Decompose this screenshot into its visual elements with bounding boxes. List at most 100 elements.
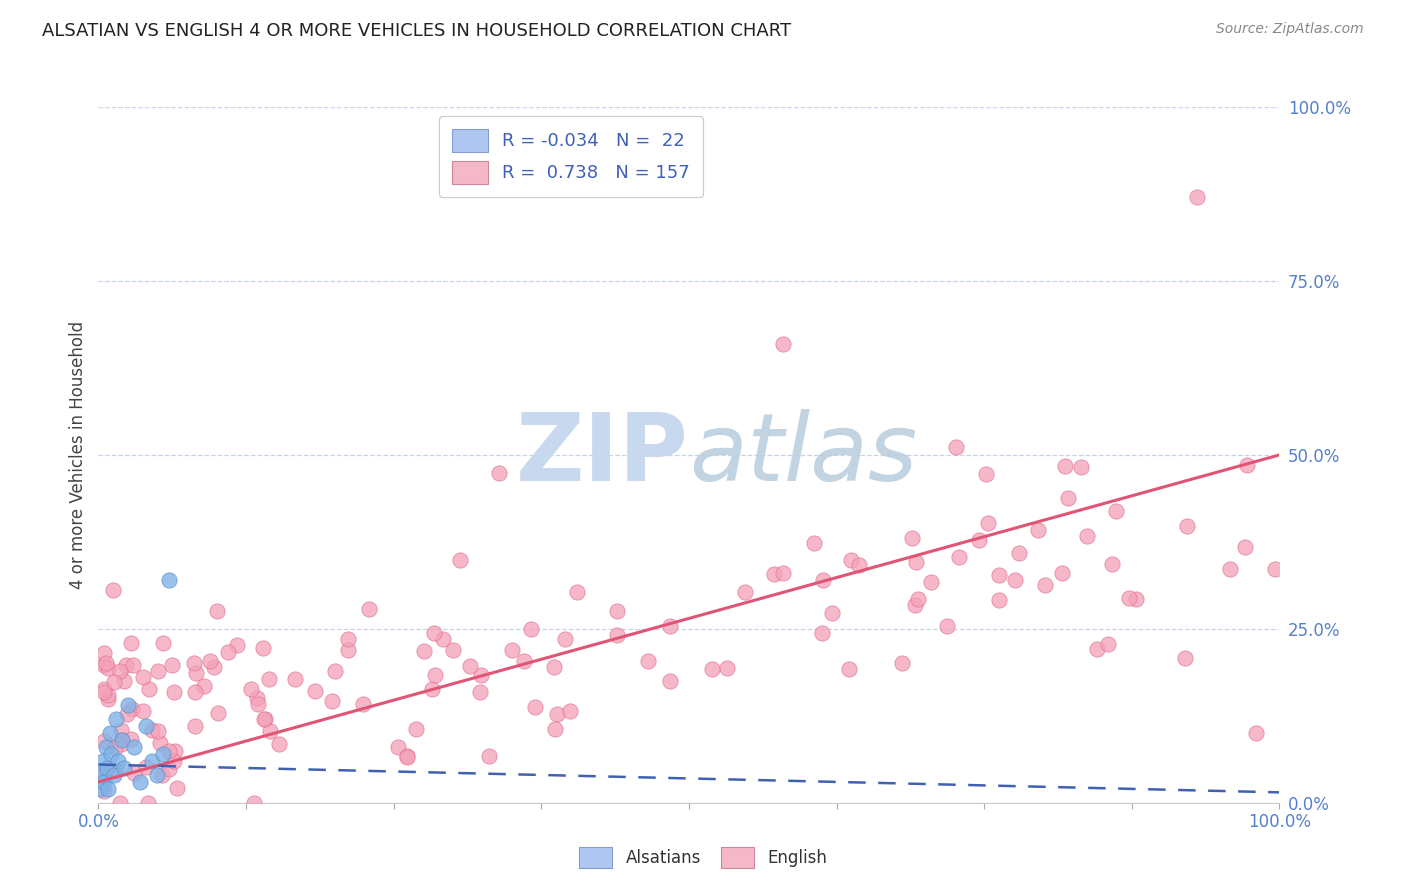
Point	[1219, 562, 1241, 576]
Point	[146, 768, 169, 782]
Point	[90, 781, 112, 796]
Point	[546, 706, 568, 721]
Point	[108, 664, 131, 678]
Point	[1233, 540, 1256, 554]
Point	[104, 764, 127, 778]
Point	[128, 775, 150, 789]
Point	[987, 567, 1010, 582]
Point	[554, 632, 576, 646]
Point	[163, 685, 186, 699]
Point	[337, 642, 360, 657]
Point	[1097, 637, 1119, 651]
Text: ZIP: ZIP	[516, 409, 689, 501]
Point	[132, 704, 155, 718]
Point	[146, 664, 169, 678]
Point	[1174, 651, 1197, 665]
Point	[811, 573, 834, 587]
Point	[900, 531, 922, 545]
Point	[396, 748, 419, 763]
Point	[1244, 726, 1267, 740]
Point	[1033, 578, 1056, 592]
Point	[200, 654, 222, 668]
Point	[659, 674, 682, 689]
Point	[111, 733, 134, 747]
Point	[700, 662, 723, 676]
Point	[246, 690, 269, 705]
Point	[543, 723, 565, 737]
Point	[121, 702, 143, 716]
Point	[91, 768, 114, 782]
Point	[186, 666, 208, 681]
Point	[501, 643, 523, 657]
Point	[413, 644, 436, 658]
Point	[565, 585, 588, 599]
Point	[1085, 642, 1108, 657]
Point	[1026, 523, 1049, 537]
Point	[848, 558, 870, 572]
Point	[111, 733, 134, 747]
Point	[284, 672, 307, 686]
Point	[441, 642, 464, 657]
Point	[103, 768, 125, 782]
Point	[449, 553, 471, 567]
Point	[907, 592, 929, 607]
Point	[93, 681, 115, 696]
Point	[141, 754, 163, 768]
Point	[425, 668, 447, 682]
Point	[93, 685, 115, 699]
Point	[606, 604, 628, 618]
Point	[117, 706, 139, 721]
Point	[148, 724, 170, 739]
Point	[136, 796, 159, 810]
Point	[352, 698, 374, 712]
Point	[920, 575, 942, 590]
Point	[488, 467, 510, 481]
Point	[207, 603, 229, 617]
Point	[838, 662, 860, 676]
Y-axis label: 4 or more Vehicles in Household: 4 or more Vehicles in Household	[69, 321, 87, 589]
Point	[976, 516, 998, 530]
Point	[1264, 561, 1286, 575]
Point	[105, 712, 128, 726]
Point	[104, 741, 127, 756]
Point	[91, 754, 114, 768]
Point	[103, 675, 125, 690]
Point	[772, 336, 794, 351]
Point	[157, 762, 180, 776]
Point	[150, 768, 173, 782]
Point	[157, 573, 180, 587]
Point	[93, 734, 115, 748]
Point	[93, 775, 115, 789]
Point	[1101, 558, 1123, 572]
Point	[1236, 458, 1258, 473]
Point	[193, 679, 215, 693]
Point	[96, 656, 118, 670]
Point	[93, 646, 115, 660]
Point	[149, 736, 172, 750]
Point	[1057, 491, 1080, 505]
Point	[904, 555, 927, 569]
Point	[120, 635, 142, 649]
Point	[1004, 574, 1026, 588]
Point	[207, 706, 229, 721]
Point	[94, 764, 117, 779]
Point	[478, 748, 501, 763]
Point	[252, 640, 274, 655]
Point	[160, 657, 183, 672]
Point	[163, 754, 186, 768]
Point	[112, 673, 135, 688]
Point	[734, 585, 756, 599]
Point	[1070, 460, 1092, 475]
Point	[93, 657, 115, 672]
Point	[257, 672, 280, 686]
Point	[132, 670, 155, 684]
Point	[166, 781, 188, 796]
Point	[110, 723, 132, 738]
Point	[458, 659, 481, 673]
Point	[772, 566, 794, 581]
Point	[120, 731, 142, 746]
Point	[323, 664, 346, 678]
Point	[108, 796, 131, 810]
Point	[96, 761, 118, 775]
Point	[1125, 592, 1147, 607]
